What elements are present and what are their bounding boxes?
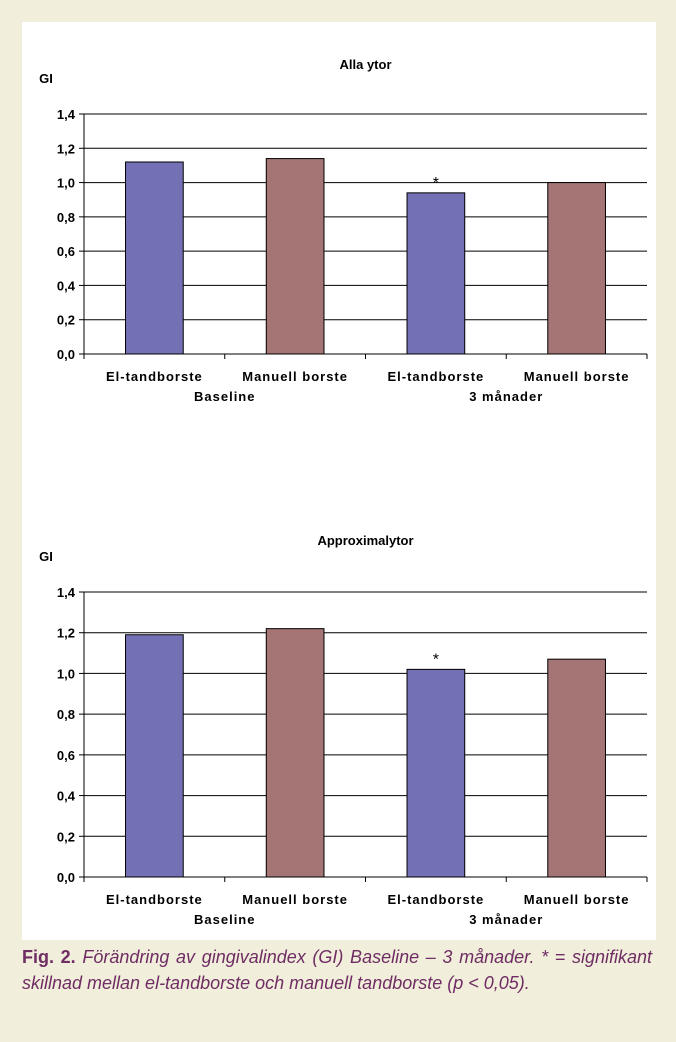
chart1-bar-3: [406, 192, 466, 355]
chart1-y-tick-label: 0,2: [57, 313, 75, 328]
charts-svg: Alla ytor GI 0,0 0,2 0,4 0,6 0,8 1,0 1,2 1,4 El-ta…: [39, 57, 648, 927]
chart1-bar-4: [547, 182, 606, 355]
chart1-x-tick-label: El-tandborste: [106, 369, 203, 384]
chart1-x-tick-label: El-tandborste: [387, 369, 484, 384]
chart1-title: Alla ytor: [339, 57, 391, 72]
chart1-x-tick-label: Manuell borste: [242, 369, 348, 384]
figure-caption: Fig. 2. Förändring av gingivalindex (GI)…: [22, 944, 652, 996]
chart1-y-tick-label: 1,4: [57, 107, 76, 122]
caption-label: Fig. 2.: [22, 947, 76, 967]
chart2-y-tick-label: 1,0: [57, 666, 75, 681]
chart1-group-label: 3 månader: [469, 389, 543, 404]
chart1-y-tick-label: 1,0: [57, 176, 75, 191]
chart1-significance-marker: *: [433, 175, 439, 192]
chart1-y-tick-label: 0,4: [57, 278, 76, 293]
chart2-x-tick-label: El-tandborste: [387, 892, 484, 907]
chart2-bar-3: [406, 668, 466, 878]
chart1-x-tick-label: Manuell borste: [524, 369, 630, 384]
chart2-y-tick-label: 0,0: [57, 870, 75, 885]
chart1-bar-2: [265, 158, 325, 355]
chart1-y-tick-label: 0,6: [57, 244, 75, 259]
chart-panel: Alla ytor GI 0,0 0,2 0,4 0,6 0,8 1,0 1,2 1,4 El-ta…: [22, 22, 656, 940]
chart2-significance-marker: *: [433, 651, 439, 668]
chart2-y-tick-label: 0,4: [57, 789, 76, 804]
chart1-y-tick-label: 1,2: [57, 141, 75, 156]
chart2-y-tick-label: 1,2: [57, 626, 75, 641]
chart2-x-tick-label: Manuell borste: [524, 892, 630, 907]
chart2-y-tick-label: 0,8: [57, 707, 75, 722]
chart1-y-tick-label: 0,0: [57, 347, 75, 362]
chart2-group-label: 3 månader: [469, 912, 543, 927]
chart2-x-tick-label: Manuell borste: [242, 892, 348, 907]
chart2-y-tick-label: 1,4: [57, 585, 76, 600]
chart2-x-tick-label: El-tandborste: [106, 892, 203, 907]
chart2-y-tick-label: 0,6: [57, 748, 75, 763]
chart2-y-tick-label: 0,2: [57, 829, 75, 844]
chart2-group-label: Baseline: [194, 912, 255, 927]
chart1-bar-1: [125, 161, 184, 355]
caption-text: Förändring av gingivalindex (GI) Baselin…: [22, 947, 652, 993]
figure: Alla ytor GI 0,0 0,2 0,4 0,6 0,8 1,0 1,2 1,4 El-ta…: [22, 22, 656, 1022]
chart2-bar-4: [547, 658, 606, 878]
chart2-bar-1: [125, 634, 184, 878]
chart1-group-label: Baseline: [194, 389, 255, 404]
chart1-y-tick-label: 0,8: [57, 210, 75, 225]
chart2-title: Approximalytor: [317, 533, 413, 548]
chart2-bar-2: [265, 628, 325, 878]
chart1-y-axis-label: GI: [39, 71, 53, 86]
chart2-y-axis-label: GI: [39, 549, 53, 564]
